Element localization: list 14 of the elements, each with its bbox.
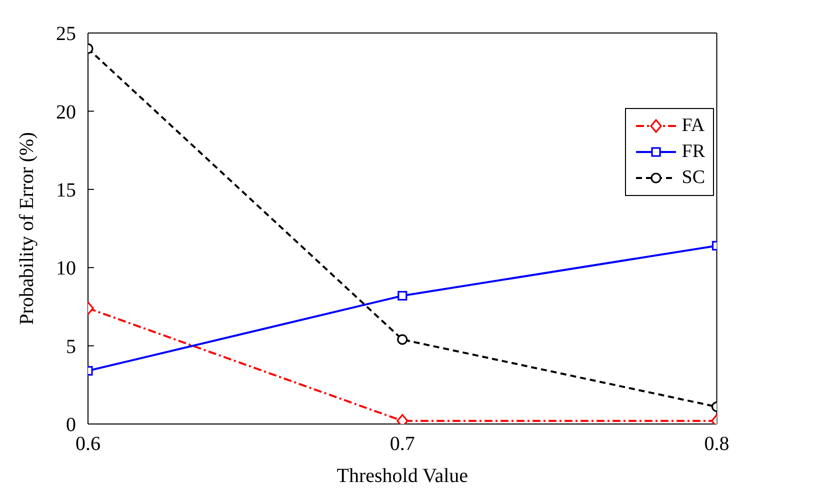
y-tick-label: 10 xyxy=(56,258,76,280)
legend-label: FA xyxy=(682,115,705,137)
x-tick-label: 0.7 xyxy=(390,433,415,456)
y-tick-label: 25 xyxy=(56,23,76,46)
y-tick-label: 20 xyxy=(56,101,76,124)
legend-label: SC xyxy=(682,167,705,189)
x-tick-label: 0.6 xyxy=(76,433,100,456)
x-tick-label: 0.8 xyxy=(704,433,730,456)
y-tick-label: 15 xyxy=(56,180,76,202)
y-tick-label: 0 xyxy=(66,414,76,436)
x-axis-title: Threshold Value xyxy=(336,465,468,487)
y-axis-title: Probability of Error (%) xyxy=(16,132,38,325)
y-tick-label: 5 xyxy=(66,336,76,358)
legend-label: FR xyxy=(682,141,705,163)
